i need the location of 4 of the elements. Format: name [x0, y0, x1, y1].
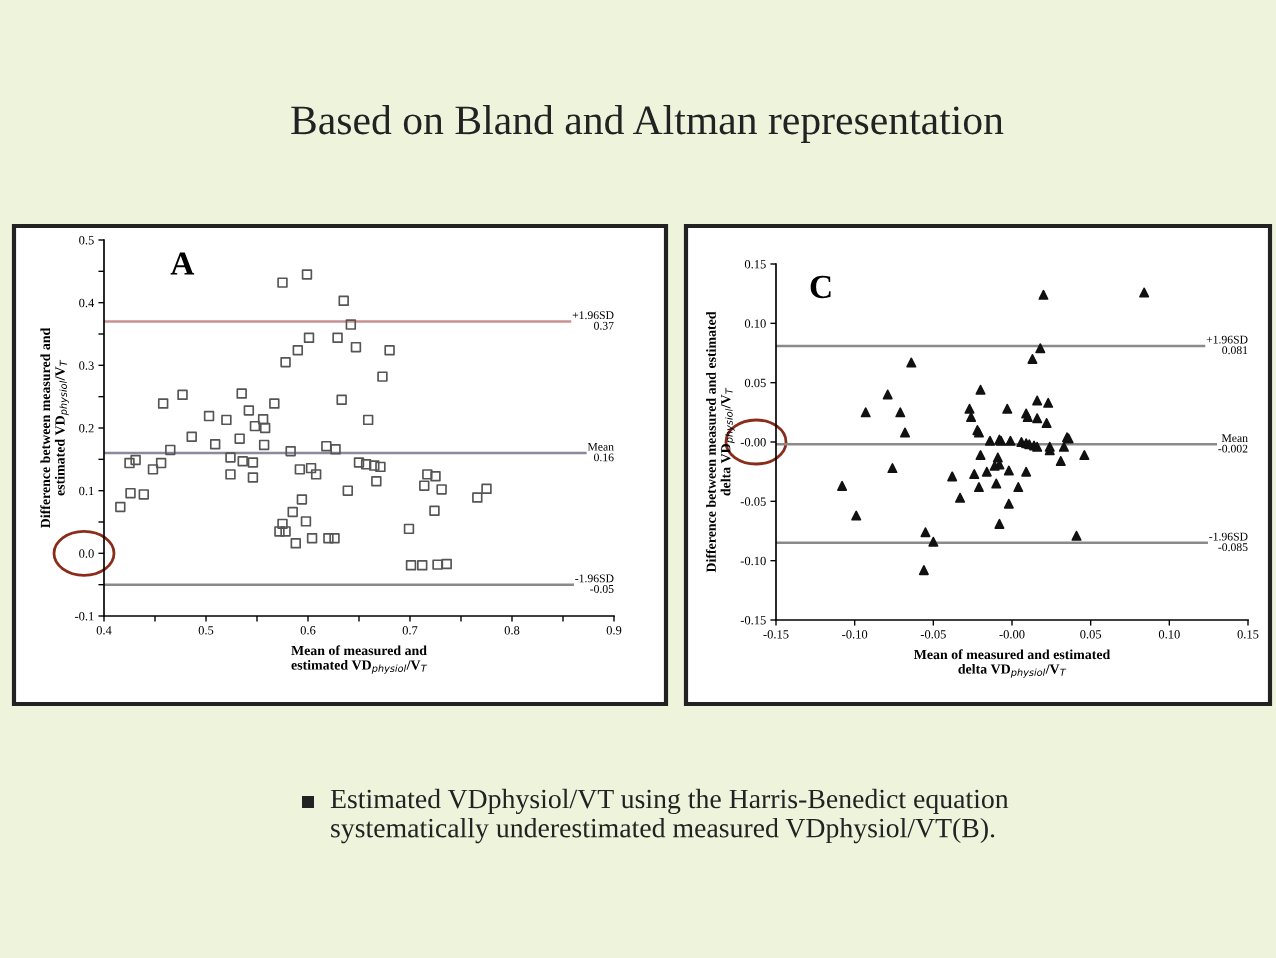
- text: Estimated VDphysiol/VT using the Harris-Benedict equation systematically underestimated measured VDphysiol/VT(B).: [330, 788, 1009, 844]
- text: Based on Bland and Altman representation: [291, 105, 1004, 143]
- chart-title: C: [810, 275, 831, 299]
- chart-title: A: [170, 252, 195, 275]
